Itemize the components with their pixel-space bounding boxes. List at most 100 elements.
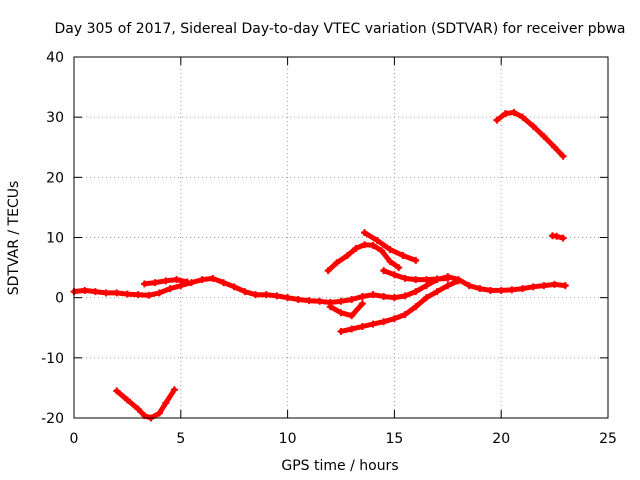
series-baseline [70, 273, 569, 306]
series-late-fragment [548, 232, 567, 242]
data-point [348, 312, 356, 320]
data-point [519, 113, 527, 121]
data-point [551, 280, 559, 288]
data-point [134, 291, 142, 299]
series-group [70, 108, 569, 422]
data-point [433, 288, 441, 296]
data-point [559, 152, 567, 160]
data-point [173, 276, 181, 284]
data-point [151, 279, 159, 287]
data-point [390, 271, 398, 279]
data-point [145, 291, 153, 299]
series-early-segment [140, 276, 191, 288]
data-point [284, 294, 292, 302]
data-point [198, 276, 206, 284]
x-tick-label: 10 [279, 431, 297, 447]
data-point [380, 292, 388, 300]
chart-title: Day 305 of 2017, Sidereal Day-to-day VTE… [54, 21, 625, 37]
data-point [316, 297, 324, 305]
ticks: 0 5 10 15 20 25 -20 -10 0 10 20 30 40 [41, 50, 617, 447]
data-point [155, 289, 163, 297]
data-point [220, 279, 228, 287]
data-point [519, 285, 527, 293]
data-point [343, 252, 351, 260]
x-tick-label: 0 [70, 431, 79, 447]
data-point [155, 409, 163, 417]
data-point [166, 285, 174, 293]
data-point [501, 110, 509, 118]
y-tick-label: 20 [46, 170, 64, 186]
data-point [529, 283, 537, 291]
data-point [102, 289, 110, 297]
data-point [529, 122, 537, 130]
data-point [360, 241, 368, 249]
series-line [327, 301, 365, 319]
data-point [540, 282, 548, 290]
data-point [369, 291, 377, 299]
data-point [337, 297, 345, 305]
data-point [358, 292, 366, 300]
data-point [337, 327, 345, 335]
data-point [273, 292, 281, 300]
data-point [378, 247, 386, 255]
data-point [113, 289, 121, 297]
data-point [177, 282, 185, 290]
series-descending-trail [380, 267, 452, 284]
data-point [412, 288, 420, 296]
data-point [540, 132, 548, 140]
data-point [333, 259, 341, 267]
series-arc-mid [324, 241, 403, 275]
data-point [294, 295, 302, 303]
data-point [326, 303, 334, 311]
x-tick-label: 5 [176, 431, 185, 447]
y-tick-label: 0 [55, 291, 64, 307]
data-point [386, 246, 394, 254]
data-point [444, 282, 452, 290]
data-point [380, 267, 388, 275]
series-arc-high [493, 108, 567, 160]
x-tick-label: 15 [385, 431, 403, 447]
data-point [390, 294, 398, 302]
series-arc-mid-upper [360, 229, 420, 264]
data-point [252, 291, 260, 299]
data-point [241, 288, 249, 296]
x-axis-label: GPS time / hours [281, 458, 398, 474]
data-point [493, 116, 501, 124]
y-axis-label: SDTVAR / TECUs [6, 181, 22, 296]
data-point [369, 241, 377, 249]
data-point [412, 276, 420, 284]
data-point [465, 282, 473, 290]
data-point [510, 108, 518, 116]
data-point [401, 292, 409, 300]
data-point [91, 288, 99, 296]
data-point [561, 282, 569, 290]
data-point [401, 274, 409, 282]
data-point [386, 258, 394, 266]
data-point [551, 143, 559, 151]
data-point [348, 295, 356, 303]
data-point [134, 405, 142, 413]
series-dip [113, 386, 178, 422]
data-point [305, 297, 313, 305]
data-point [433, 275, 441, 283]
data-point [123, 396, 131, 404]
y-tick-label: -10 [41, 351, 64, 367]
data-point [162, 277, 170, 285]
data-point [422, 282, 430, 290]
data-point [81, 286, 89, 294]
data-point [170, 386, 178, 394]
x-tick-label: 25 [599, 431, 617, 447]
y-tick-label: 30 [46, 110, 64, 126]
data-point [454, 277, 462, 285]
x-tick-label: 20 [492, 431, 510, 447]
data-point [559, 234, 567, 242]
data-point [162, 399, 170, 407]
data-point [373, 237, 381, 245]
y-tick-label: 10 [46, 231, 64, 247]
data-point [395, 264, 403, 272]
data-point [113, 387, 121, 395]
data-point [358, 323, 366, 331]
y-tick-label: 40 [46, 50, 64, 66]
